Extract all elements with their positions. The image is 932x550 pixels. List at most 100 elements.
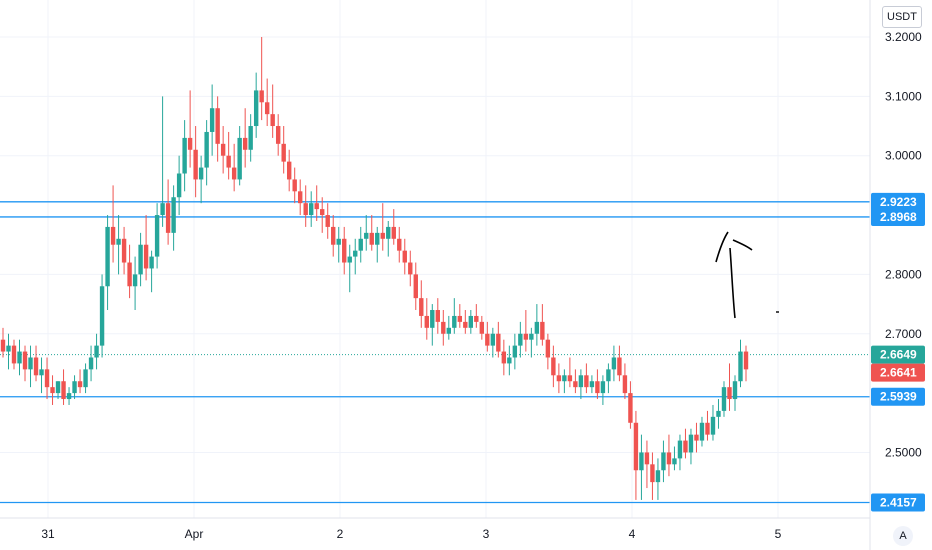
candle-body <box>259 90 264 103</box>
candle-body <box>176 173 182 198</box>
currency-selector[interactable]: USDT <box>882 6 922 28</box>
candle-body <box>688 434 694 453</box>
price-tag-box <box>871 363 925 382</box>
candle-body <box>154 215 160 257</box>
chart-grid <box>0 0 870 518</box>
candle-body <box>105 226 110 287</box>
candle-body <box>551 357 556 376</box>
candle-body <box>209 108 215 132</box>
candle-body <box>639 452 644 471</box>
candle-body <box>55 381 61 394</box>
candle-body <box>485 333 490 346</box>
time-tick-label: 4 <box>629 527 636 541</box>
candle-body <box>419 298 424 316</box>
candle-body <box>402 250 407 263</box>
candle-body <box>732 381 738 400</box>
candle-body <box>457 315 463 322</box>
candle-body <box>88 357 94 370</box>
candle-body <box>39 369 44 376</box>
candle-body <box>650 464 655 483</box>
time-tick-label: 3 <box>483 527 490 541</box>
candle-body <box>237 137 242 180</box>
candle-body <box>584 375 589 388</box>
price-tag-label: 2.9223 <box>880 195 917 209</box>
candle-body <box>705 422 710 435</box>
candle-body <box>699 422 705 441</box>
candle-body <box>17 351 22 364</box>
candle-body <box>567 375 573 382</box>
candle-body <box>727 387 732 400</box>
candle-body <box>496 333 501 352</box>
candle-body <box>127 262 132 287</box>
candle-body <box>677 440 683 459</box>
candle-body <box>633 422 639 471</box>
candle-body <box>545 339 551 358</box>
candle-body <box>413 274 418 299</box>
candle-body <box>743 351 749 370</box>
candle-body <box>187 137 193 150</box>
candle-body <box>375 232 380 245</box>
candle-body <box>281 143 286 162</box>
candle-body <box>369 232 374 245</box>
price-tag-box <box>871 387 925 406</box>
candle-body <box>595 381 600 394</box>
candle-body <box>83 369 88 388</box>
candle-body <box>721 387 727 411</box>
candle-body <box>474 315 479 322</box>
candle-body <box>0 339 6 352</box>
price-tag-label: 2.8968 <box>880 210 917 224</box>
candle-body <box>198 167 204 180</box>
price-tick-label: 3.2000 <box>885 30 922 44</box>
time-tick-label: Apr <box>185 527 204 541</box>
candle-body <box>286 161 292 180</box>
candle-body <box>99 286 105 346</box>
price-tick-label: 2.5000 <box>885 445 922 459</box>
candle-body <box>132 274 138 287</box>
candle-body <box>622 375 628 394</box>
candle-body <box>430 310 435 328</box>
candle-body <box>468 315 474 328</box>
candle-body <box>72 381 77 394</box>
auto-scale-button[interactable]: A <box>893 526 913 546</box>
candle-body <box>116 238 121 245</box>
candle-body <box>11 345 17 364</box>
candle-body <box>386 226 391 239</box>
candle-body <box>215 108 220 144</box>
time-axis[interactable]: 31 Apr 2 3 4 5 <box>0 517 870 541</box>
candle-body <box>611 357 617 370</box>
time-tick-label: 31 <box>41 527 55 541</box>
candlestick-series <box>0 37 749 500</box>
candle-body <box>441 321 446 334</box>
candle-body <box>275 126 281 144</box>
time-tick-label: 5 <box>775 527 782 541</box>
candle-body <box>738 351 743 382</box>
candle-body <box>397 238 402 251</box>
price-tick-label: 2.8000 <box>885 267 922 281</box>
candle-body <box>303 203 308 216</box>
candle-body <box>353 250 358 257</box>
candle-body <box>644 452 650 465</box>
candle-body <box>534 321 540 334</box>
candle-body <box>253 90 259 127</box>
candle-body <box>309 203 314 216</box>
candle-body <box>325 215 330 227</box>
candle-body <box>314 203 319 210</box>
price-tag-label: 2.6641 <box>880 366 917 380</box>
price-tick-label: 2.7000 <box>885 327 922 341</box>
candle-body <box>435 310 440 322</box>
candle-body <box>523 333 529 340</box>
candle-body <box>248 126 253 150</box>
price-axis[interactable]: 3.2000 3.1000 3.0000 2.8000 2.7000 2.5000 <box>869 0 922 550</box>
candle-body <box>44 369 50 388</box>
candle-body <box>710 416 716 435</box>
candle-body <box>231 167 237 180</box>
candle-body <box>94 345 99 358</box>
candle-body <box>193 149 198 180</box>
candle-body <box>171 197 176 233</box>
candle-body <box>165 203 171 233</box>
candle-body <box>446 327 451 334</box>
candle-body <box>336 238 341 245</box>
candle-body <box>683 440 688 453</box>
